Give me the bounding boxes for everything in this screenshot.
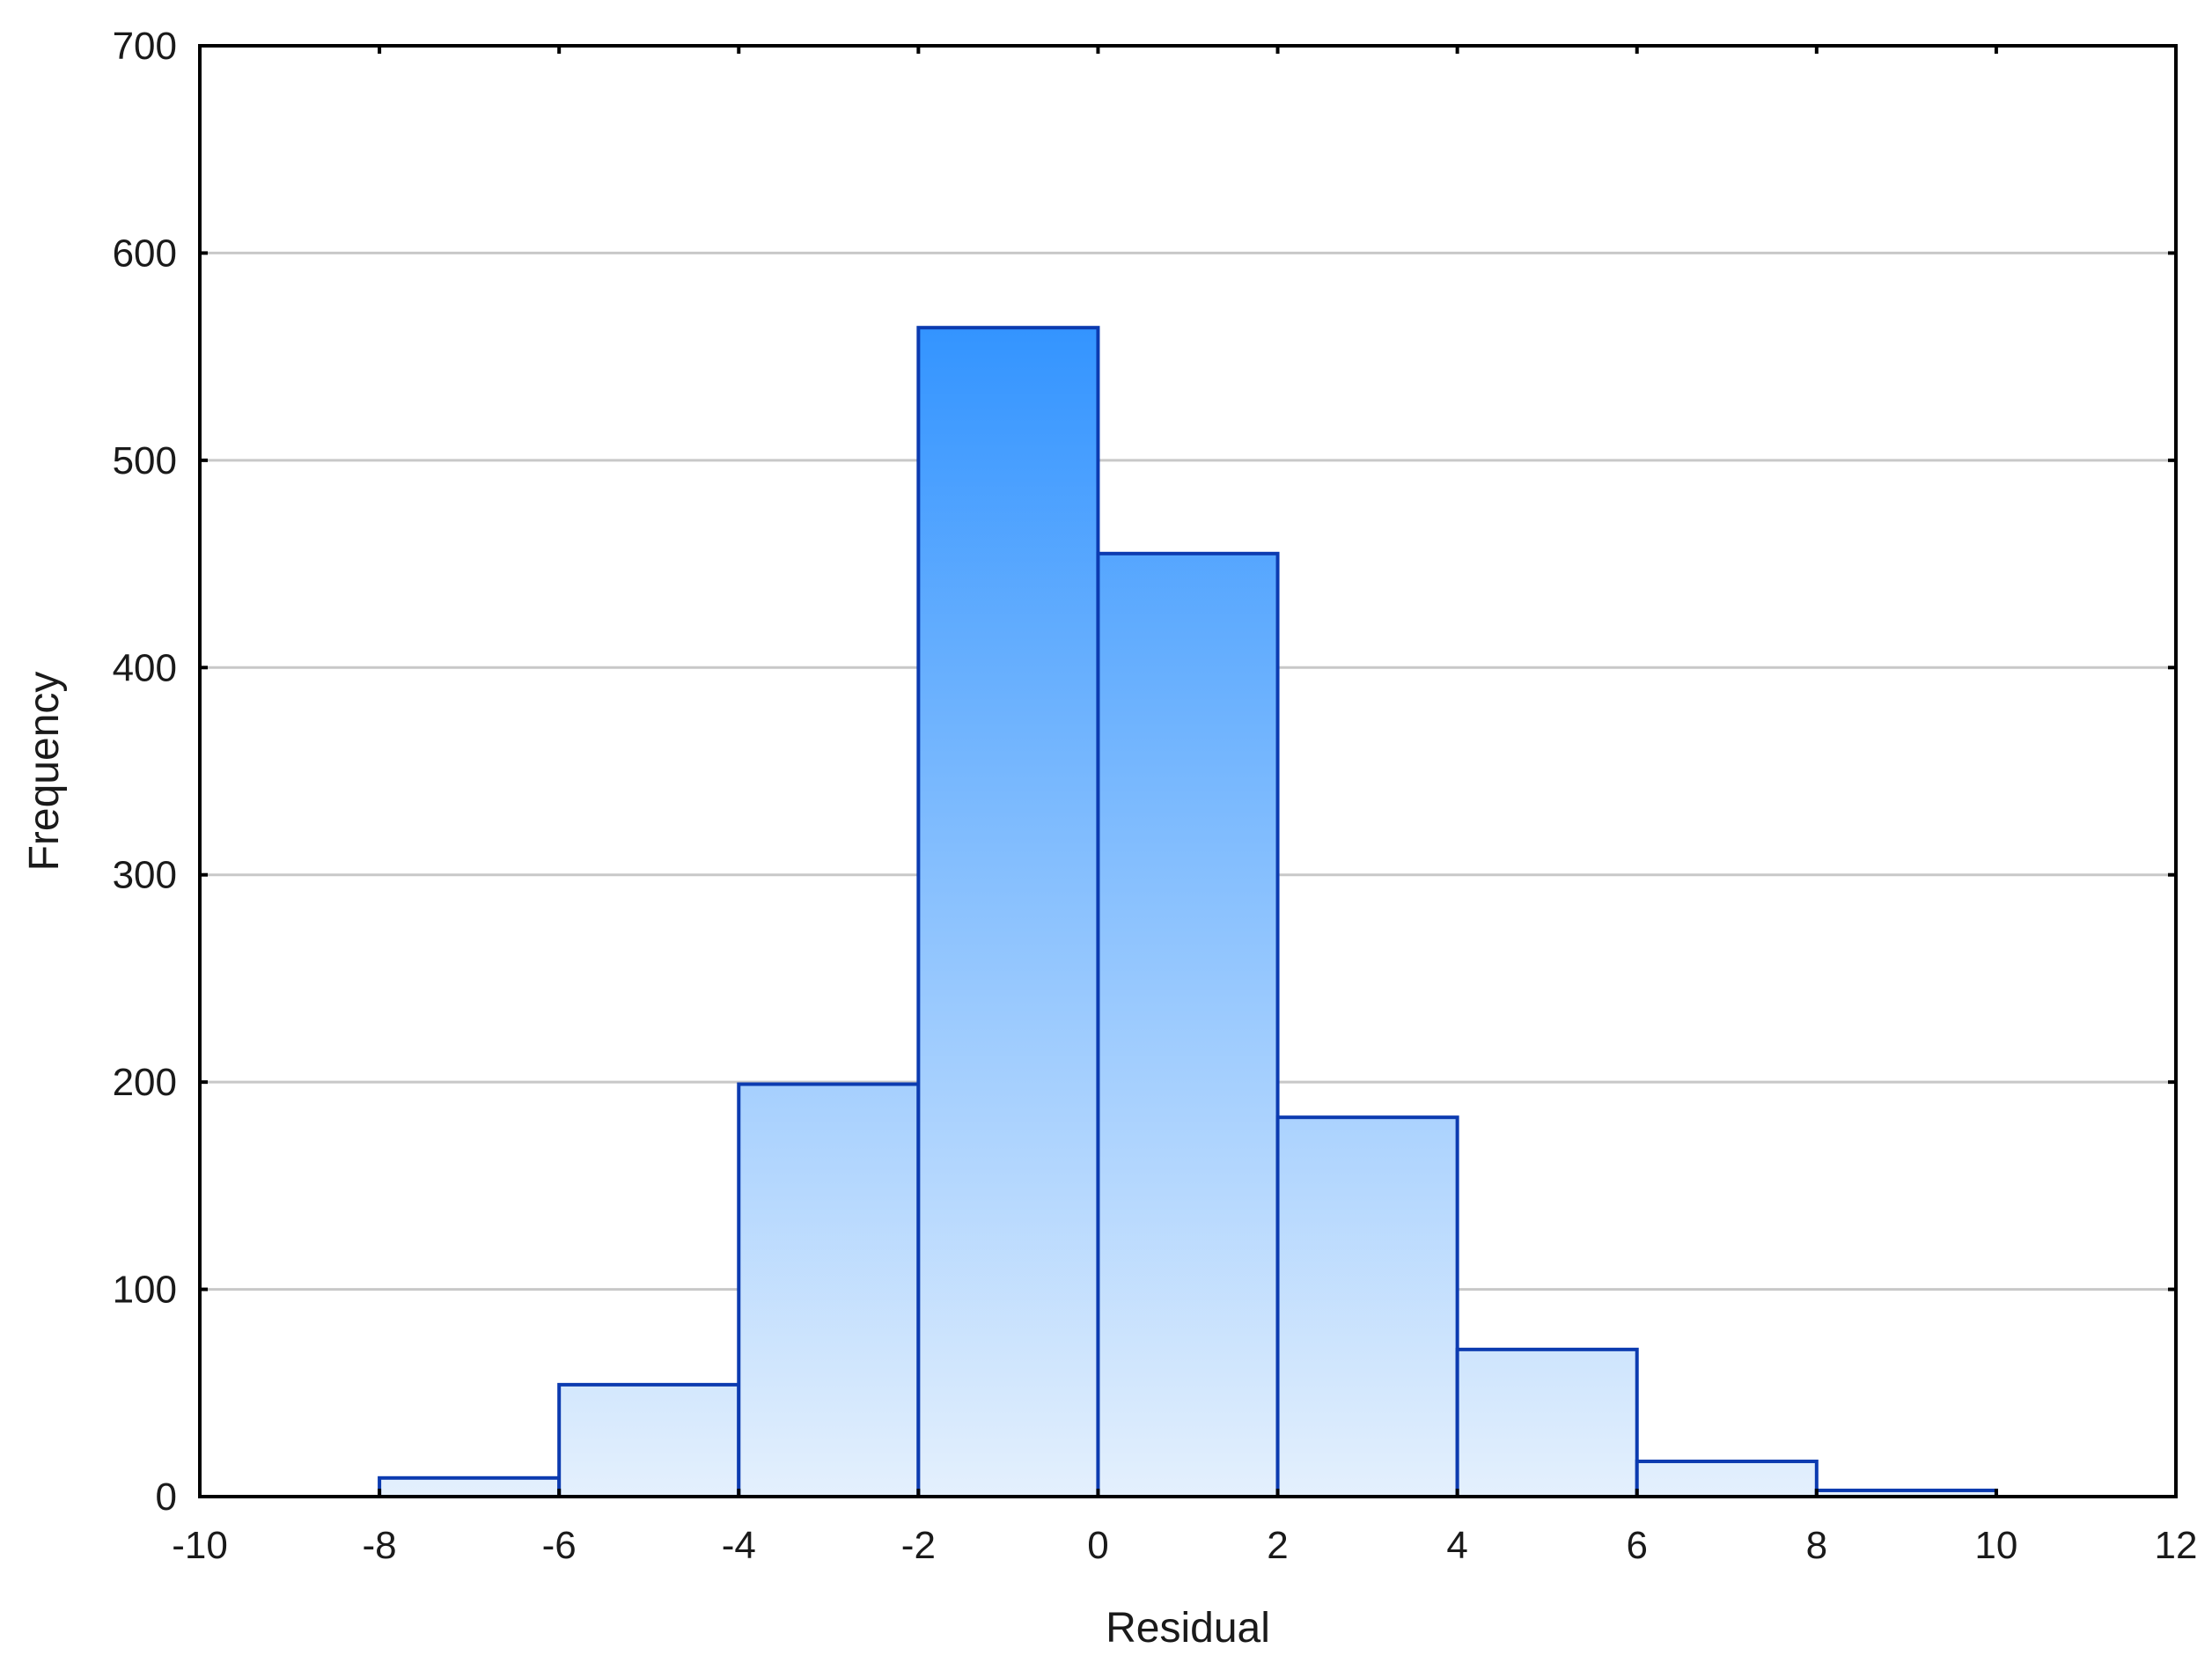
histogram-bar — [1635, 1459, 1819, 1499]
y-tick-label: 700 — [113, 25, 177, 68]
y-tick-label: 300 — [113, 854, 177, 897]
x-tick-label: -6 — [542, 1524, 577, 1567]
y-tick-label: 0 — [156, 1475, 177, 1519]
x-tick-label: 6 — [1626, 1524, 1647, 1567]
histogram-bar — [1096, 551, 1280, 1498]
x-tick-label: -10 — [172, 1524, 228, 1567]
histogram-bar — [557, 1382, 741, 1498]
x-tick-label: 4 — [1446, 1524, 1467, 1567]
y-tick-labels: 0 100 200 300 400 500 600 700 — [113, 25, 177, 1519]
y-tick-label: 100 — [113, 1269, 177, 1312]
tick-marks — [198, 44, 2178, 1498]
x-tick-label: -8 — [363, 1524, 397, 1567]
x-tick-label: 12 — [2155, 1524, 2198, 1567]
x-tick-labels: -10 -8 -6 -4 -2 0 2 4 6 8 10 12 — [172, 1524, 2197, 1567]
histogram-bar — [737, 1082, 921, 1499]
plot-frame — [198, 44, 2178, 1498]
y-tick-label: 500 — [113, 439, 177, 482]
x-tick-label: 0 — [1087, 1524, 1108, 1567]
x-axis-title: Residual — [1106, 1605, 1270, 1652]
y-tick-label: 400 — [113, 646, 177, 689]
x-tick-label: 2 — [1267, 1524, 1288, 1567]
histogram-bar — [1455, 1347, 1639, 1498]
x-tick-label: 8 — [1806, 1524, 1827, 1567]
histogram-bar — [378, 1475, 562, 1498]
y-axis-title: Frequency — [21, 672, 68, 872]
y-tick-label: 600 — [113, 232, 177, 275]
bars — [378, 326, 1998, 1499]
x-tick-label: -2 — [901, 1524, 936, 1567]
histogram-bar — [916, 326, 1100, 1498]
x-tick-label: -4 — [722, 1524, 756, 1567]
y-tick-label: 200 — [113, 1061, 177, 1104]
histogram-bar — [1275, 1115, 1459, 1499]
x-tick-label: 10 — [1974, 1524, 2017, 1567]
